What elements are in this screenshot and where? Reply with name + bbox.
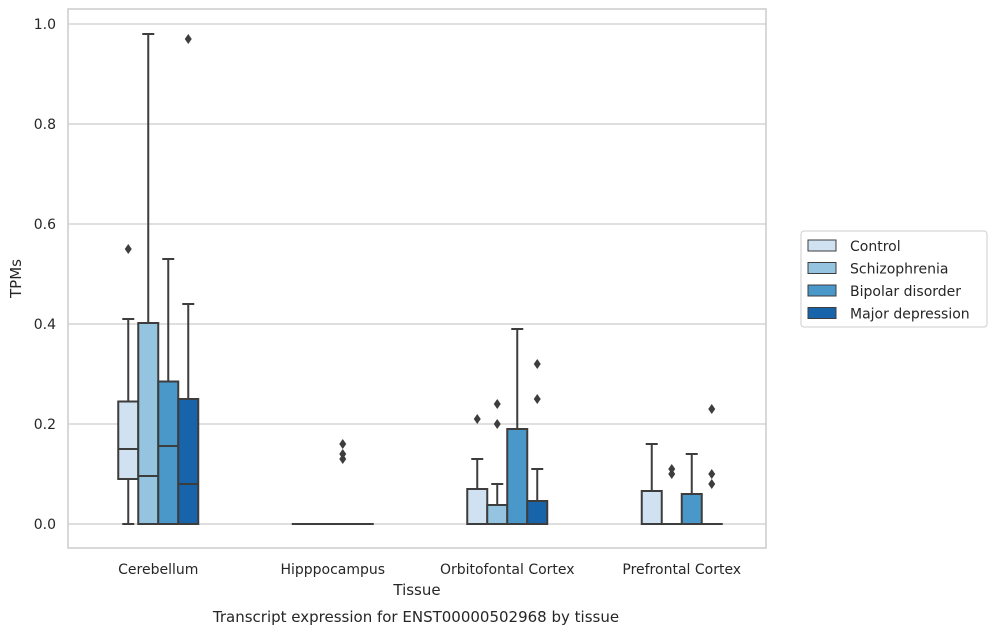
outlier-point — [493, 419, 501, 429]
box-schizophrenia — [137, 33, 160, 525]
box-bipolar-disorder — [680, 453, 703, 525]
x-tick-label: Orbitofontal Cortex — [440, 562, 575, 578]
box-body — [177, 398, 200, 525]
box-body — [137, 322, 160, 525]
outlier-point — [708, 404, 716, 414]
x-tick-label: Prefrontal Cortex — [622, 562, 741, 578]
y-tick-label: 0.4 — [34, 317, 56, 333]
outlier-point — [533, 394, 541, 404]
box-body — [117, 400, 140, 480]
box-body — [640, 490, 663, 525]
y-axis-title: TPMs — [7, 259, 25, 299]
box-body — [466, 488, 489, 525]
x-axis-title: Tissue — [392, 581, 440, 599]
outlier-point — [708, 479, 716, 489]
box-control — [117, 244, 140, 525]
legend-label: Schizophrenia — [850, 262, 948, 278]
outlier-point — [339, 449, 347, 459]
chart-caption: Transcript expression for ENST0000050296… — [212, 608, 619, 626]
outlier-point — [473, 414, 481, 424]
legend-swatch — [807, 307, 837, 319]
legend-label: Major depression — [850, 307, 970, 323]
outlier-point — [668, 464, 676, 474]
outlier-point — [533, 359, 541, 369]
box-control — [640, 443, 663, 525]
box-body — [486, 504, 509, 525]
legend-frame — [800, 230, 988, 328]
y-tick-label: 0.6 — [34, 217, 56, 233]
box-body — [526, 500, 549, 525]
box-schizophrenia — [486, 399, 509, 525]
legend: Control Schizophrenia Bipolar disorder Majo… — [800, 230, 988, 328]
y-tick-label: 1.0 — [34, 17, 56, 33]
box-body — [506, 428, 529, 525]
y-tick-label: 0.2 — [34, 417, 56, 433]
x-tick-label: Cerebellum — [118, 562, 198, 578]
legend-label: Bipolar disorder — [850, 284, 961, 300]
outlier-point — [339, 439, 347, 449]
y-tick-label: 0.8 — [34, 117, 56, 133]
outlier-point — [493, 399, 501, 409]
legend-label: Control — [850, 239, 901, 255]
box-major-depression — [177, 34, 200, 525]
legend-swatch — [807, 239, 837, 252]
box-body — [680, 493, 703, 525]
outlier-point — [184, 34, 192, 44]
x-axis-ticks: Cerebellum Hipppocampus Orbitofontal Corte… — [118, 562, 741, 578]
box-bipolar-disorder — [506, 328, 529, 525]
boxes — [117, 33, 723, 526]
x-tick-label: Hipppocampus — [280, 562, 385, 578]
legend-swatch — [807, 262, 837, 274]
box-body — [157, 380, 180, 525]
box-major-depression — [700, 404, 723, 526]
legend-swatch — [807, 284, 837, 297]
y-axis-ticks: 0.0 0.2 0.4 0.6 0.8 1.0 — [34, 17, 56, 533]
plot-area-frame — [67, 8, 767, 549]
outlier-point — [708, 469, 716, 479]
outlier-point — [124, 244, 132, 254]
y-tick-label: 0.0 — [34, 517, 56, 533]
box-control — [466, 414, 489, 525]
box-major-depression — [526, 359, 549, 525]
